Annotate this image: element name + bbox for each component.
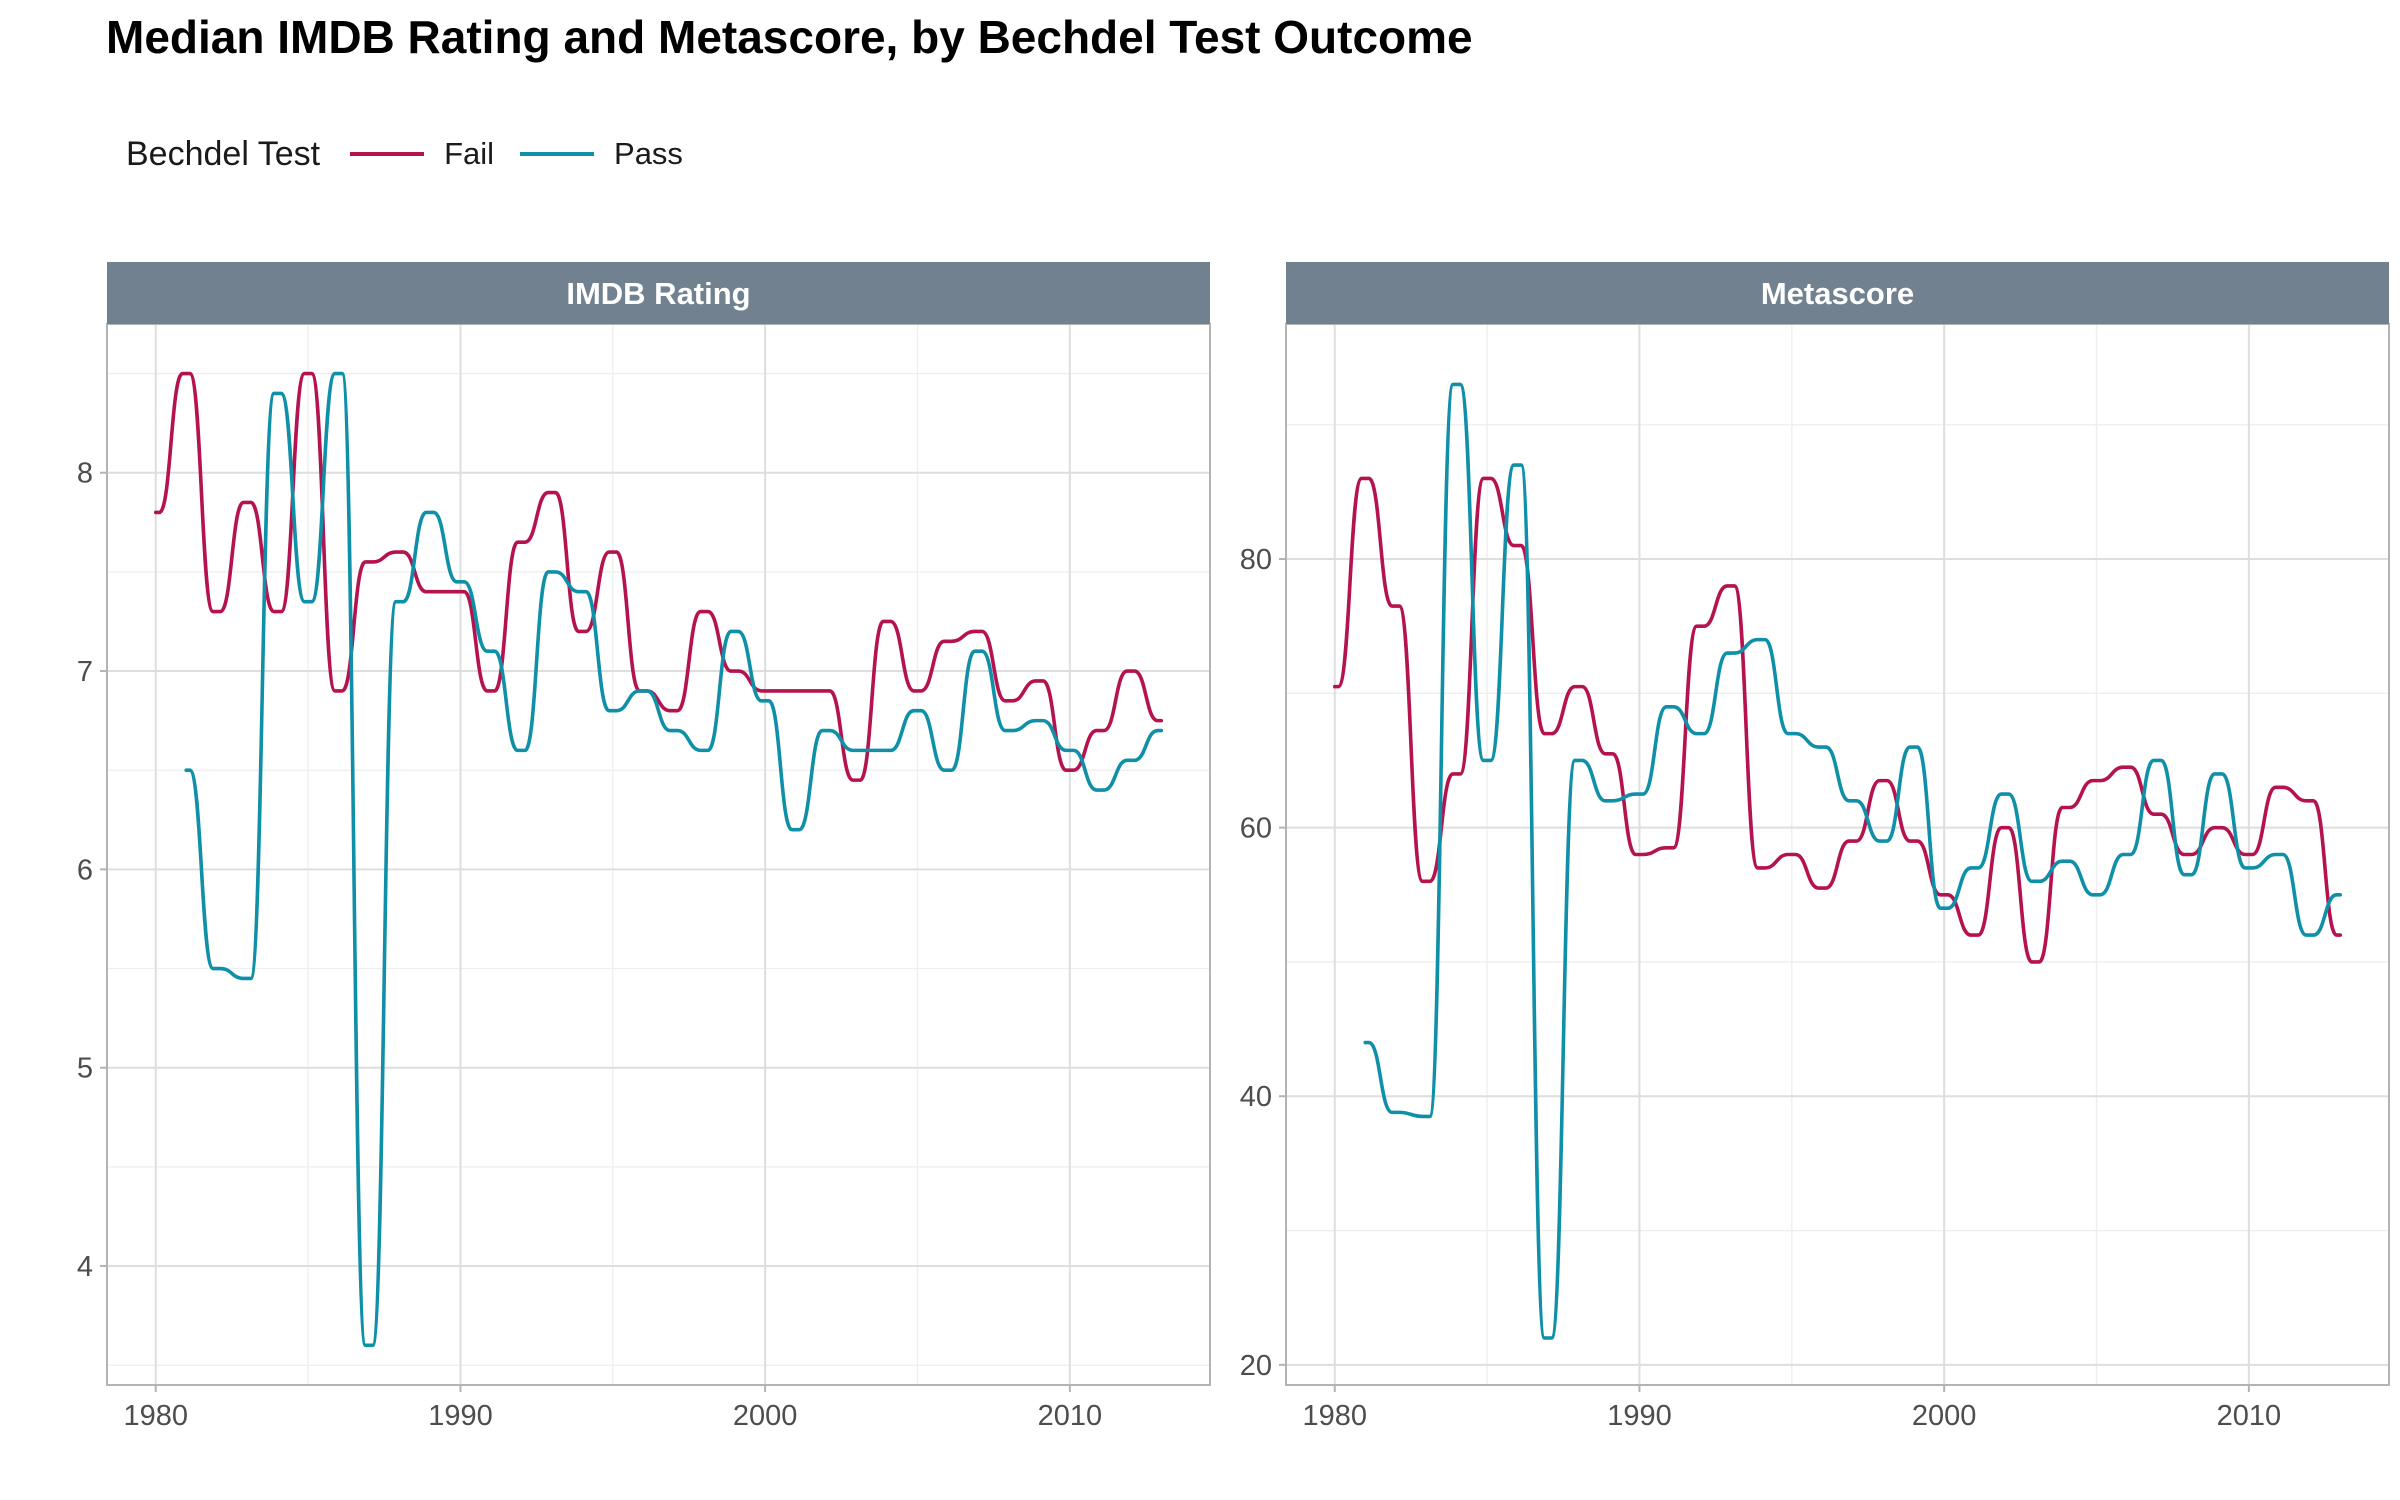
legend-item-pass: Pass [520,136,683,172]
series-line-fail [1332,476,2343,964]
legend-title: Bechdel Test [126,134,321,173]
facet-strip [1286,262,2389,324]
y-tick-label: 7 [77,656,93,688]
x-tick-label: 1980 [1302,1400,1367,1432]
x-tick-label: 2010 [1038,1400,1103,1432]
panel-background [1286,324,2389,1385]
y-tick-label: 8 [77,458,93,490]
chart-title: Median IMDB Rating and Metascore, by Bec… [106,11,1473,63]
y-tick-label: 20 [1240,1350,1272,1382]
x-tick-label: 2000 [1912,1400,1977,1432]
legend-label-pass: Pass [614,136,683,171]
x-tick-label: 2010 [2217,1400,2282,1432]
facet-strip-label: Metascore [1761,276,1914,311]
facet-strip-label: IMDB Rating [566,276,750,311]
legend: Bechdel Test Fail Pass [126,132,709,176]
y-tick-label: 6 [77,854,93,886]
series-line-pass [184,371,1164,1348]
x-tick-label: 2000 [733,1400,798,1432]
panel-metascore: Metascore 1980 1990 2000 2010 20 40 60 80 [1240,262,2390,1432]
legend-key-pass [520,152,595,156]
y-tick-label: 80 [1240,544,1272,576]
y-tick-label: 60 [1240,813,1272,845]
panel-imdb-rating: IMDB Rating 1980 1990 2000 2010 4 5 6 7 8 [77,262,1211,1432]
x-tick-label: 1990 [428,1400,493,1432]
y-tick-label: 5 [77,1053,93,1085]
y-tick-label: 4 [77,1251,93,1283]
panel-background [107,324,1210,1385]
legend-label-fail: Fail [444,136,495,171]
facet-strip [107,262,1210,324]
series-line-pass [1363,382,2343,1340]
x-tick-label: 1990 [1607,1400,1672,1432]
legend-item-fail: Fail [350,136,494,172]
y-tick-label: 40 [1240,1081,1272,1113]
x-tick-label: 1980 [123,1400,188,1432]
legend-key-fail [350,152,425,156]
